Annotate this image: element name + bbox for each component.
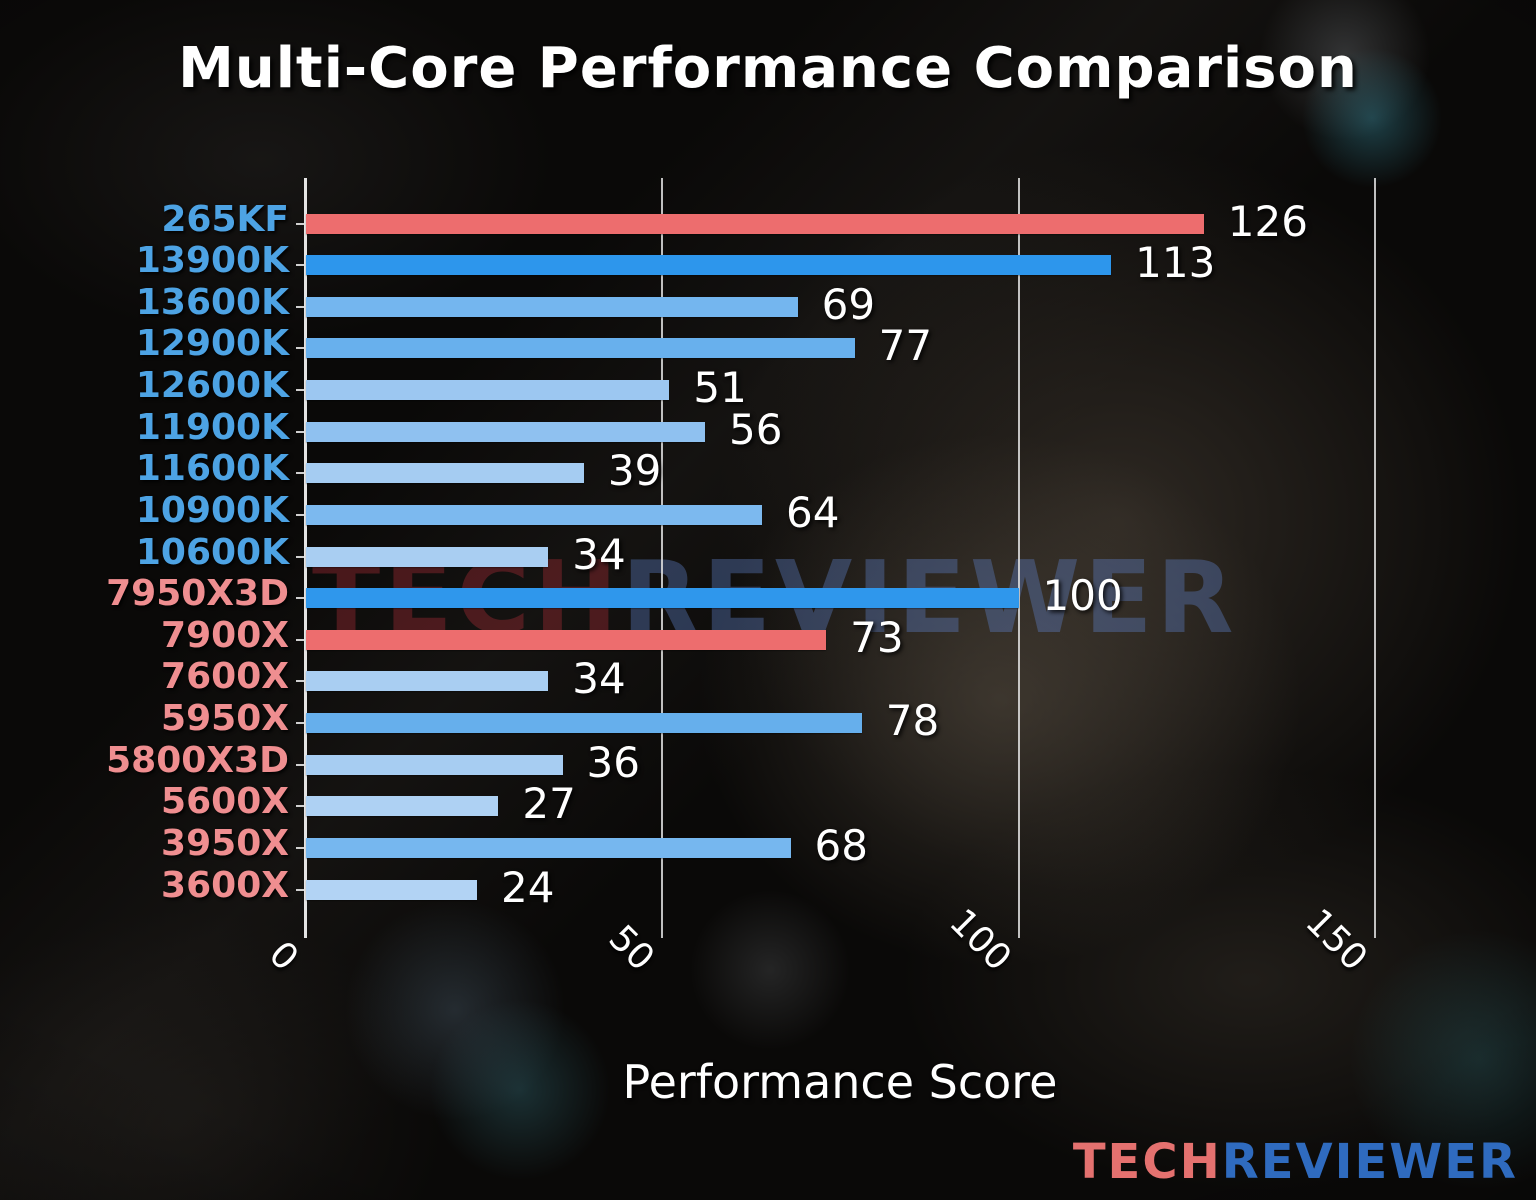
category-label-11600K: 11600K <box>135 448 289 490</box>
techreviewer-logo: TECHREVIEWER <box>1073 1134 1518 1190</box>
y-tick-5800X3D <box>296 763 304 766</box>
value-label-3950X: 68 <box>814 820 868 870</box>
gridline-150 <box>1373 178 1376 938</box>
bar-7900X <box>306 629 826 650</box>
x-axis-title: Performance Score <box>622 1055 1058 1109</box>
y-tick-12900K <box>296 347 304 350</box>
category-label-5800X3D: 5800X3D <box>106 739 289 781</box>
value-label-3600X: 24 <box>501 862 555 912</box>
y-tick-11600K <box>296 472 304 475</box>
value-label-5600X: 27 <box>522 779 576 829</box>
category-label-265KF: 265KF <box>161 198 289 240</box>
bar-10600K <box>306 546 548 567</box>
category-label-7950X3D: 7950X3D <box>106 573 289 615</box>
y-tick-13900K <box>296 264 304 267</box>
bar-3950X <box>306 837 791 858</box>
value-label-10600K: 34 <box>572 529 626 579</box>
gridline-50 <box>661 178 664 938</box>
category-label-7900X: 7900X <box>161 614 289 656</box>
y-axis-line <box>304 178 307 938</box>
y-tick-7900X <box>296 638 304 641</box>
value-label-11600K: 39 <box>607 446 662 496</box>
category-label-10600K: 10600K <box>135 531 289 573</box>
value-label-12900K: 77 <box>878 321 933 371</box>
category-label-12900K: 12900K <box>135 323 289 365</box>
value-label-13600K: 69 <box>821 279 876 329</box>
bar-7950X3D <box>306 588 1019 609</box>
bar-13900K <box>306 255 1111 276</box>
bar-12600K <box>306 380 669 401</box>
value-label-10900K: 64 <box>786 487 840 537</box>
value-label-12600K: 51 <box>693 363 747 413</box>
bar-13600K <box>306 296 798 317</box>
y-tick-5950X <box>296 722 304 725</box>
category-label-12600K: 12600K <box>135 365 289 407</box>
value-label-7900X: 73 <box>850 612 904 662</box>
y-tick-3950X <box>296 846 304 849</box>
category-label-7600X: 7600X <box>161 656 289 698</box>
bar-5600X <box>306 796 498 817</box>
y-tick-11900K <box>296 430 304 433</box>
y-tick-265KF <box>296 222 304 225</box>
category-label-13600K: 13600K <box>135 281 289 323</box>
logo-tech: TECH <box>1072 1134 1222 1190</box>
bar-5950X <box>306 713 862 734</box>
y-tick-5600X <box>296 805 304 808</box>
category-label-3950X: 3950X <box>161 822 289 864</box>
value-label-11900K: 56 <box>729 404 783 454</box>
bar-3600X <box>306 879 477 900</box>
category-label-3600X: 3600X <box>161 864 289 906</box>
y-tick-12600K <box>296 389 304 392</box>
value-label-5800X3D: 36 <box>586 737 640 787</box>
category-label-11900K: 11900K <box>135 406 289 448</box>
category-label-5950X: 5950X <box>161 698 289 740</box>
bar-265KF <box>306 213 1204 234</box>
bar-11900K <box>306 421 705 442</box>
y-tick-13600K <box>296 305 304 308</box>
y-tick-3600X <box>296 888 304 891</box>
value-label-5950X: 78 <box>885 696 940 746</box>
chart-title: Multi-Core Performance Comparison <box>178 36 1358 101</box>
logo-reviewer: REVIEWER <box>1221 1134 1518 1190</box>
bar-10900K <box>306 504 762 525</box>
value-label-265KF: 126 <box>1227 196 1308 246</box>
category-label-5600X: 5600X <box>161 781 289 823</box>
bar-7600X <box>306 671 548 692</box>
y-tick-7600X <box>296 680 304 683</box>
bar-5800X3D <box>306 754 563 775</box>
category-label-10900K: 10900K <box>135 489 289 531</box>
y-tick-10600K <box>296 555 304 558</box>
y-tick-10900K <box>296 513 304 516</box>
y-tick-7950X3D <box>296 597 304 600</box>
value-label-13900K: 113 <box>1135 238 1216 288</box>
bar-11600K <box>306 463 584 484</box>
value-label-7600X: 34 <box>572 654 626 704</box>
bar-12900K <box>306 338 855 359</box>
value-label-7950X3D: 100 <box>1042 571 1123 621</box>
gridline-100 <box>1017 178 1020 938</box>
category-label-13900K: 13900K <box>135 240 289 282</box>
